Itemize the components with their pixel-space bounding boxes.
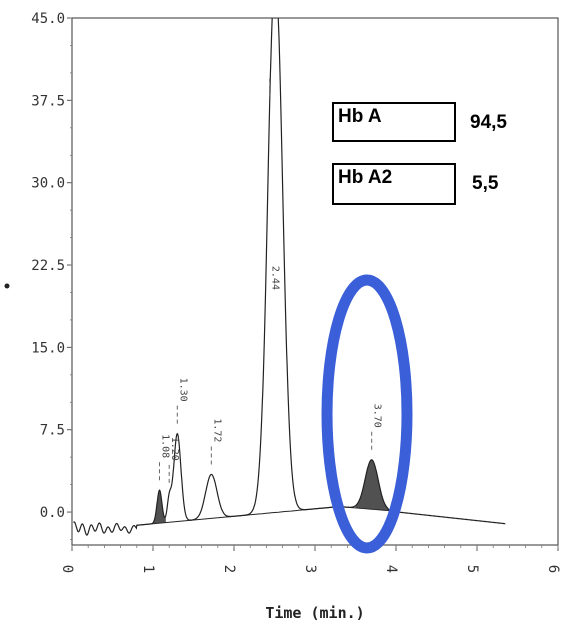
shaded-peaks: [153, 459, 389, 524]
x-tick-label: 4: [383, 565, 399, 573]
chromatogram-trace: [73, 18, 506, 536]
plot-frame: [71, 17, 559, 546]
peak-label: 1.72: [211, 418, 222, 442]
hb-a-value: 94,5: [470, 112, 507, 133]
peak-label: 1.30: [177, 378, 188, 402]
y-tick-label: 7.5: [40, 423, 65, 439]
hb-a-label: Hb A: [338, 106, 382, 127]
peak-labels: 1.081.20 1.30 1.72 2.44 3.70: [159, 266, 382, 461]
integration-baseline: [136, 506, 397, 526]
shaded-peak-area: [354, 459, 389, 511]
y-tick-label: 22.5: [31, 258, 65, 274]
x-tick-label: 6: [545, 565, 561, 573]
y-tick-label: 45.0: [31, 11, 65, 27]
x-axis: 0 1 2 3 4 5 6: [59, 545, 561, 573]
x-tick-label: 0: [59, 565, 75, 573]
peak-label: 3.70: [372, 404, 383, 428]
x-tick-label: 3: [302, 565, 318, 573]
x-axis-title: Time (min.): [265, 604, 364, 622]
y-tick-label: 37.5: [31, 93, 65, 109]
y-tick-label: 30.0: [31, 176, 65, 192]
y-axis-dot: [4, 283, 10, 289]
y-tick-label: 15.0: [31, 340, 65, 356]
shaded-peak-area: [153, 490, 166, 524]
x-tick-label: 1: [140, 565, 156, 573]
x-tick-label: 5: [464, 565, 480, 573]
hb-a2-highlight-ellipse: [321, 274, 413, 554]
x-tick-label: 2: [221, 565, 237, 573]
hb-a-label-box: Hb A: [332, 102, 456, 142]
hb-a2-value: 5,5: [472, 173, 499, 194]
y-tick-label: 0.0: [40, 505, 65, 521]
hb-a2-label-box: Hb A2: [332, 163, 456, 205]
hb-a2-label: Hb A2: [338, 167, 393, 188]
peak-label: 1.08: [159, 434, 170, 458]
peak-label: 1.20: [169, 437, 180, 461]
peak-markers: [158, 18, 373, 485]
peak-label: 2.44: [270, 266, 281, 290]
y-axis: 0.0 7.5 15.0 22.5 30.0 37.5 45.0: [31, 11, 72, 540]
